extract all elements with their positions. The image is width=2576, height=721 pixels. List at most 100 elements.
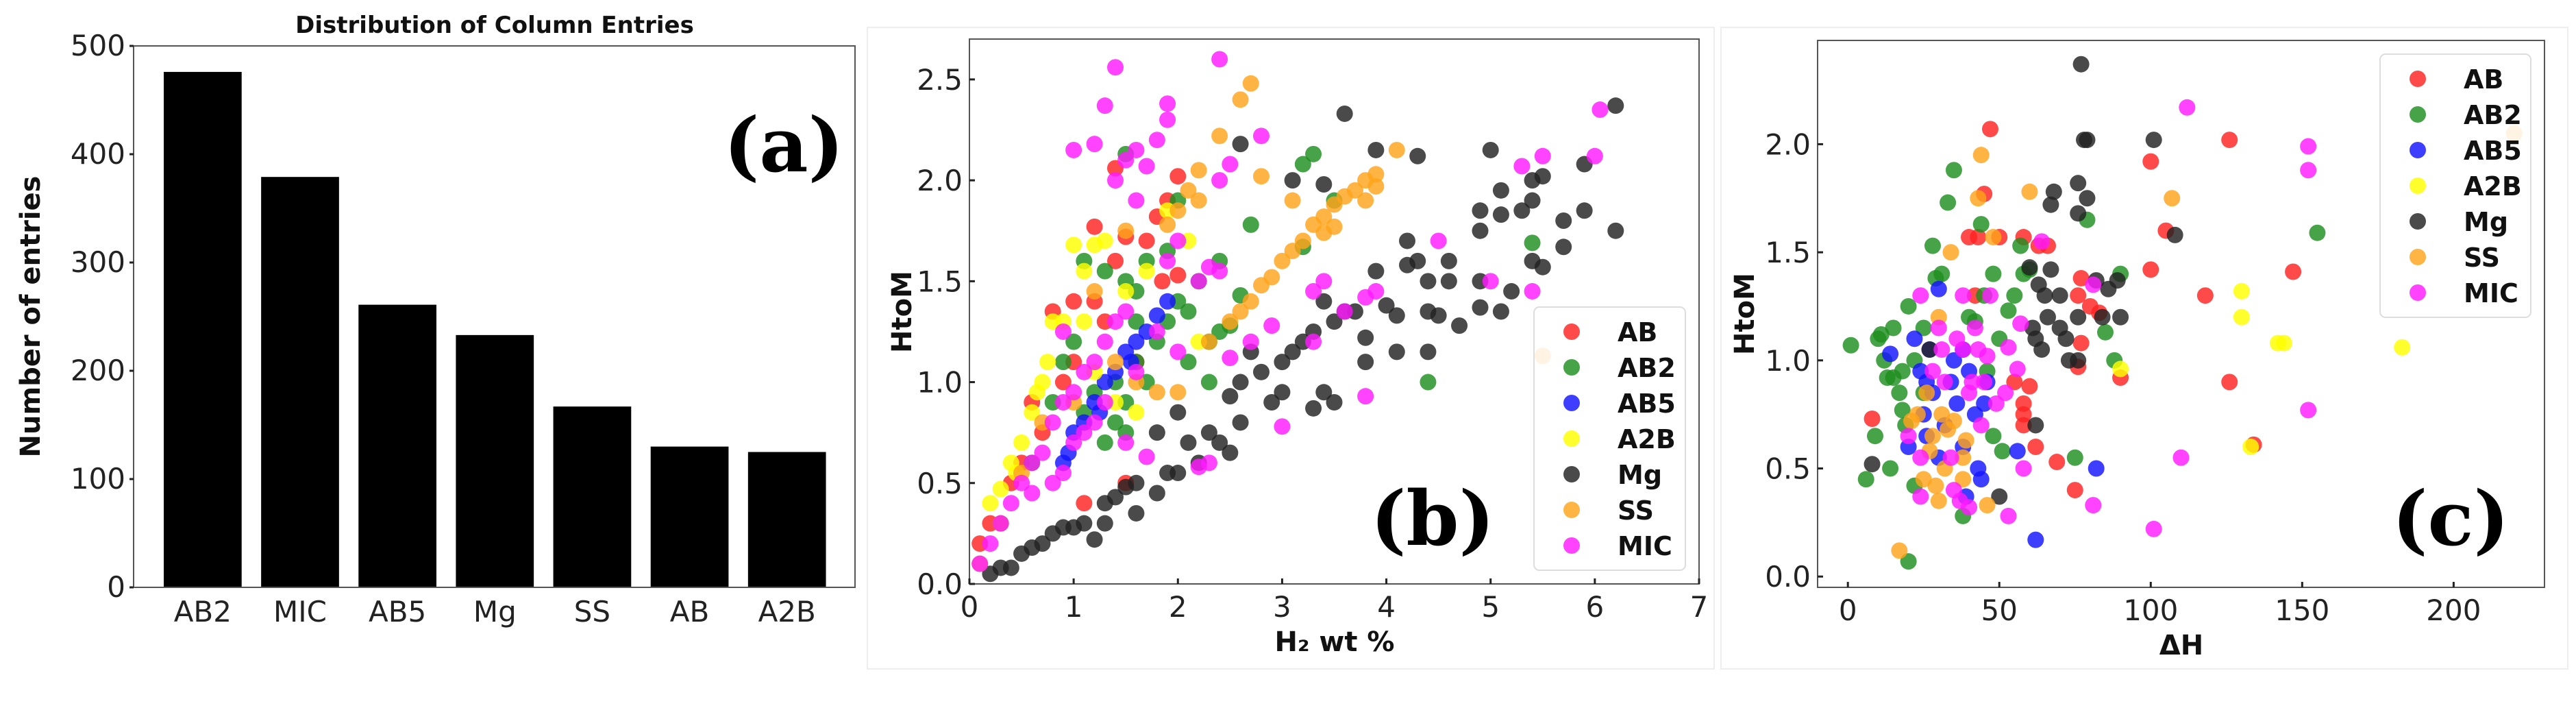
point-mg: [1336, 105, 1353, 122]
point-mic: [1211, 51, 1228, 68]
x-tick-label: 100: [2123, 594, 2178, 627]
legend-label: SS: [1618, 496, 1654, 526]
point-mg: [2109, 272, 2126, 289]
point-mg: [1534, 258, 1551, 276]
point-mg: [1326, 313, 1343, 330]
y-tick-label: 2.5: [917, 63, 963, 97]
point-a2b: [1013, 434, 1030, 451]
point-ss: [1253, 168, 1270, 185]
point-mg: [1607, 222, 1624, 239]
point-mic: [1912, 287, 1929, 304]
point-mic: [1044, 414, 1061, 431]
point-ab: [2021, 378, 2038, 395]
y-tick-label: 0.5: [917, 467, 963, 500]
point-ab5: [1976, 395, 1993, 412]
point-a2b: [2242, 438, 2259, 455]
point-mic: [2145, 520, 2162, 537]
point-mic: [2085, 276, 2102, 293]
point-mic: [1169, 343, 1187, 360]
point-mic: [1586, 147, 1603, 164]
panel-label: (c): [2392, 474, 2509, 563]
plot-frame: [1817, 40, 2545, 588]
legend-label: Mg: [2464, 207, 2508, 237]
point-mic: [2012, 315, 2029, 332]
point-mg: [2070, 352, 2087, 369]
point-mg: [1388, 307, 1405, 324]
point-mg: [1326, 394, 1343, 411]
point-mg: [1263, 394, 1280, 411]
point-ab2: [1994, 443, 2011, 460]
point-ab: [2066, 482, 2083, 499]
point-ab2: [1940, 194, 1957, 211]
point-mg: [1315, 384, 1333, 401]
point-ab2: [1985, 265, 2002, 282]
point-ss: [1945, 413, 1962, 430]
series-ss: [1891, 125, 2523, 559]
point-ab2: [1180, 354, 1197, 371]
point-mic: [1955, 341, 1972, 358]
point-ss: [1367, 178, 1385, 195]
point-mic: [1336, 303, 1353, 320]
point-mic: [1242, 333, 1259, 350]
point-ab2: [1211, 323, 1228, 340]
point-ab2: [1933, 265, 1950, 282]
point-ss: [1284, 243, 1301, 260]
point-ab2: [1866, 428, 1883, 445]
point-ab5: [2027, 531, 2044, 548]
point-mg: [1357, 329, 1374, 346]
bar-ss: [553, 406, 632, 587]
point-mg: [2145, 132, 2162, 149]
x-tick-label: 3: [1273, 590, 1291, 624]
point-mg: [1253, 363, 1270, 380]
point-mic: [1159, 111, 1176, 128]
point-ab2: [1872, 326, 1890, 343]
point-ab: [1970, 229, 1987, 246]
point-ab5: [1128, 333, 1145, 350]
legend-item-ss: SS: [1563, 496, 1654, 526]
point-mg: [1420, 343, 1437, 360]
point-mg: [1492, 303, 1509, 320]
point-ab: [1065, 293, 1082, 310]
point-ss: [1367, 166, 1385, 183]
point-mic: [1482, 273, 1499, 290]
point-mic: [2300, 402, 2317, 419]
point-mic: [1263, 317, 1280, 334]
point-mg: [2036, 287, 2053, 304]
point-a2b: [1028, 384, 1045, 401]
point-mic: [1054, 323, 1072, 340]
x-axis-label: H₂ wt %: [1275, 626, 1395, 658]
point-ss: [1148, 384, 1165, 401]
point-ab2: [1065, 333, 1082, 350]
point-mg: [1096, 515, 1113, 532]
point-mic: [1128, 141, 1145, 158]
point-mic: [1054, 394, 1072, 411]
scatter-panel-c: ΔH HtoM 0 50 100 150 200 0.0 0.5 1.0 1.5 2.0 AB AB2…: [1729, 40, 2545, 661]
point-ss: [1242, 75, 1259, 92]
point-ab2: [1842, 337, 1859, 354]
point-mic: [1065, 384, 1082, 401]
point-ss: [2021, 183, 2038, 200]
point-mic: [1430, 232, 1447, 249]
series-mic: [1900, 99, 2317, 537]
point-ss: [1955, 449, 1972, 466]
point-ab5: [1096, 374, 1113, 391]
point-a2b: [1138, 262, 1155, 280]
point-ss: [1891, 542, 1908, 559]
legend-marker: [2410, 142, 2426, 158]
y-tick-label: 200: [71, 354, 125, 387]
point-ss: [1909, 406, 1926, 423]
point-mg: [2042, 196, 2059, 213]
point-ab2: [1420, 374, 1437, 391]
point-ss: [1957, 432, 1974, 449]
point-ab2: [1900, 553, 1917, 570]
point-mic: [1367, 283, 1385, 300]
point-mg: [1034, 535, 1051, 552]
point-ab: [1169, 267, 1187, 284]
y-tick-label: 2.0: [1765, 127, 1811, 161]
point-mic: [1987, 395, 2005, 412]
point-ab: [1086, 218, 1103, 235]
point-mic: [2172, 449, 2190, 466]
point-mg: [1420, 273, 1437, 290]
point-ab5: [2088, 460, 2105, 477]
point-ab2: [1107, 414, 1124, 431]
